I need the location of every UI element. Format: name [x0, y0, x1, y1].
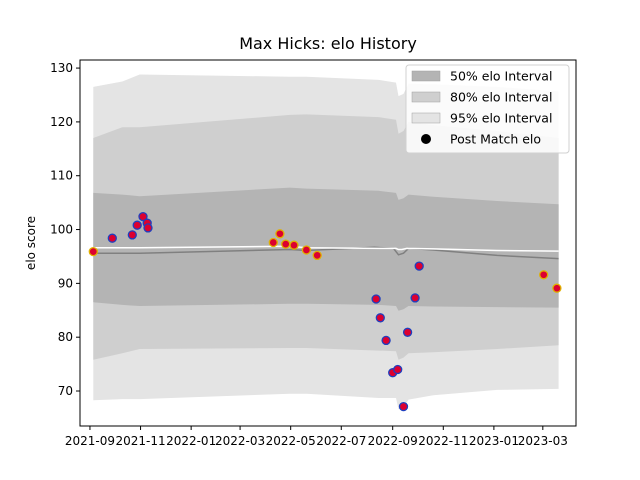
legend-item-95-swatch	[411, 112, 441, 124]
data-point	[398, 401, 409, 412]
data-point	[132, 220, 142, 230]
data-point	[371, 294, 381, 304]
data-point	[301, 245, 312, 255]
median-line	[93, 246, 559, 260]
data-point	[289, 240, 299, 250]
legend-item-80-label: 80% elo Interval	[450, 90, 552, 105]
data-point	[138, 211, 148, 222]
legend-item-50-label: 50% elo Interval	[450, 69, 552, 84]
y-tick-label: 100	[50, 223, 73, 237]
data-point	[414, 261, 424, 271]
data-point	[312, 250, 322, 261]
data-point	[375, 313, 385, 323]
x-tick-label: 2022-03	[215, 434, 265, 448]
x-tick-label: 2022-09	[368, 434, 418, 448]
data-point	[539, 270, 549, 280]
x-tick-label: 2022-01	[166, 434, 216, 448]
chart-title: Max Hicks: elo History	[239, 34, 417, 53]
x-tick-label: 2022-07	[316, 434, 366, 448]
legend-box	[405, 64, 570, 154]
y-axis-label: elo score	[24, 216, 38, 270]
y-tick-label: 70	[58, 384, 73, 398]
data-point	[275, 229, 285, 239]
legend-item-95-label: 95% elo Interval	[450, 111, 552, 126]
data-point	[281, 239, 291, 249]
y-tick-label: 80	[58, 330, 73, 344]
legend-item-50-swatch	[411, 70, 441, 82]
data-point	[381, 335, 391, 346]
legend-item-points-label: Post Match elo	[450, 132, 541, 147]
plot-frame	[79, 59, 577, 427]
mean-line	[93, 245, 559, 252]
legend-item-80-swatch	[411, 91, 441, 103]
data-point	[127, 230, 137, 240]
data-point	[143, 223, 153, 233]
x-tick-label: 2023-03	[518, 434, 568, 448]
y-tick-label: 110	[50, 169, 73, 183]
x-tick-label: 2021-09	[65, 434, 115, 448]
data-point	[552, 283, 562, 293]
data-point	[402, 327, 413, 337]
x-tick-label: 2022-05	[266, 434, 316, 448]
y-tick-label: 120	[50, 115, 73, 129]
data-point	[107, 233, 117, 243]
data-point	[410, 293, 420, 303]
y-tick-label: 130	[50, 61, 73, 75]
data-point	[393, 364, 403, 375]
data-point	[88, 246, 98, 257]
data-point	[268, 237, 278, 248]
y-tick-label: 90	[58, 276, 73, 290]
plot-area	[88, 74, 562, 412]
legend-item-points-marker	[421, 134, 431, 144]
x-tick-label: 2021-11	[115, 434, 165, 448]
legend: 50% elo Interval 80% elo Interval 95% elo …	[405, 64, 570, 154]
x-tick-label: 2022-11	[418, 434, 468, 448]
x-tick-label: 2023-01	[469, 434, 519, 448]
